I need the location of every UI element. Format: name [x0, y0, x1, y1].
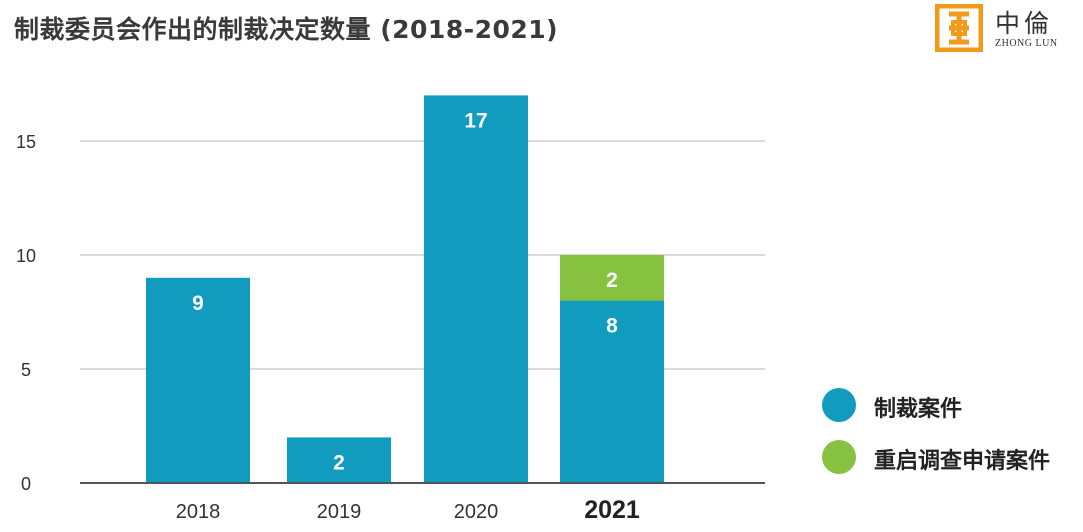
- data-label-2021-series-0: 8: [606, 315, 618, 338]
- zhonglun-logo: 中倫 ZHONG LUN: [935, 4, 1080, 52]
- x-tick-label-2018: 2018: [176, 501, 221, 523]
- legend-swatch-reopened-cases: [822, 440, 856, 474]
- data-label-2020-series-0: 17: [464, 109, 487, 132]
- x-tick-label-2021: 2021: [584, 496, 640, 524]
- chart-title: 制裁委员会作出的制裁决定数量 (2018-2021): [14, 15, 559, 44]
- bar-2018-series-0: [146, 277, 250, 483]
- y-tick-label-5: 5: [21, 360, 31, 380]
- legend-label-reopened-cases: 重启调查申请案件: [874, 449, 1051, 474]
- data-label-2021-series-1: 2: [606, 269, 618, 292]
- data-label-2018-series-0: 9: [192, 292, 204, 315]
- bar-2020-series-0: [424, 95, 528, 484]
- x-tick-label-2020: 2020: [454, 501, 499, 523]
- logo-english-text: ZHONG LUN: [995, 38, 1058, 49]
- y-tick-label-15: 15: [16, 132, 36, 152]
- zhonglun-logo-icon: [935, 4, 983, 52]
- logo-chinese-text: 中倫: [995, 9, 1054, 38]
- bar-2021-series-1: [560, 255, 664, 301]
- y-tick-label-10: 10: [16, 246, 36, 266]
- bar-2019-series-0: [287, 437, 391, 483]
- bar-2021-series-0: [560, 300, 664, 483]
- x-tick-label-2019: 2019: [317, 501, 362, 523]
- data-label-2019-series-0: 2: [333, 451, 345, 474]
- y-tick-label-0: 0: [21, 474, 31, 494]
- legend-label-sanction-cases: 制裁案件: [874, 397, 963, 422]
- legend-swatch-sanction-cases: [822, 388, 856, 422]
